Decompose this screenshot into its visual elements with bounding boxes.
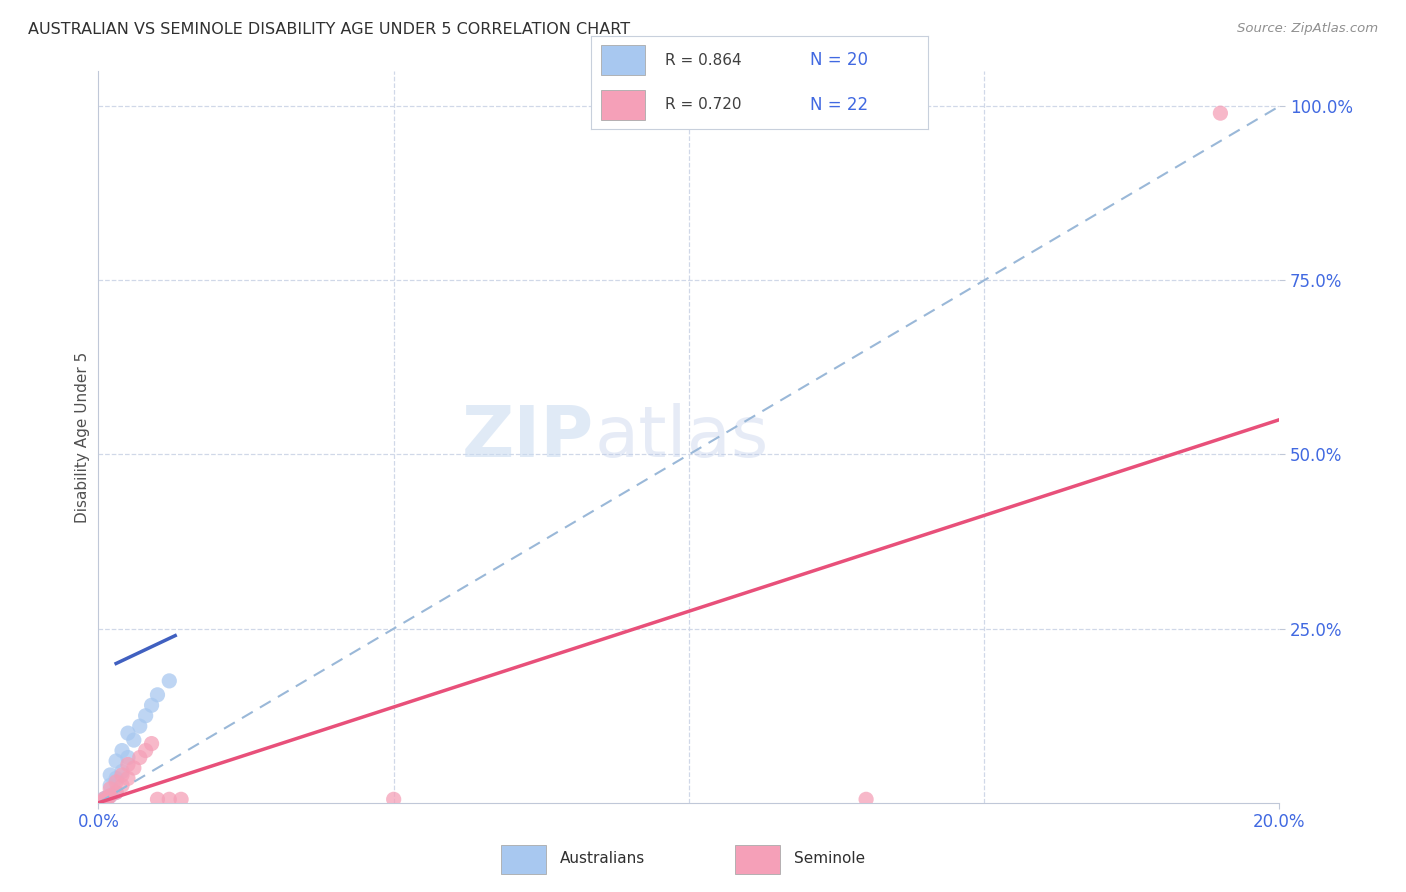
Point — [141, 737, 163, 751]
Point — [382, 792, 405, 806]
FancyBboxPatch shape — [600, 90, 644, 120]
Text: R = 0.864: R = 0.864 — [665, 53, 741, 68]
Point — [93, 793, 115, 807]
Point — [141, 698, 163, 713]
Point — [105, 772, 128, 786]
Text: Australians: Australians — [560, 851, 645, 866]
Point — [105, 785, 128, 799]
Point — [93, 794, 115, 808]
Point — [105, 775, 128, 789]
Point — [96, 790, 118, 805]
Point — [98, 789, 121, 803]
Point — [111, 764, 134, 779]
Point — [1209, 106, 1232, 120]
FancyBboxPatch shape — [735, 845, 780, 874]
Point — [105, 785, 128, 799]
Point — [135, 743, 157, 757]
Text: atlas: atlas — [595, 402, 769, 472]
Point — [157, 673, 180, 688]
Point — [128, 719, 150, 733]
Point — [98, 789, 121, 803]
Text: ZIP: ZIP — [463, 402, 595, 472]
Point — [90, 794, 112, 808]
Point — [117, 750, 139, 764]
Point — [90, 795, 112, 809]
FancyBboxPatch shape — [600, 45, 644, 75]
FancyBboxPatch shape — [501, 845, 546, 874]
Point — [855, 792, 877, 806]
Point — [128, 750, 150, 764]
Point — [117, 726, 139, 740]
Text: N = 22: N = 22 — [810, 96, 868, 114]
Point — [135, 708, 157, 723]
Point — [111, 743, 134, 757]
Y-axis label: Disability Age Under 5: Disability Age Under 5 — [75, 351, 90, 523]
Point — [111, 778, 134, 792]
Text: AUSTRALIAN VS SEMINOLE DISABILITY AGE UNDER 5 CORRELATION CHART: AUSTRALIAN VS SEMINOLE DISABILITY AGE UN… — [28, 22, 630, 37]
Point — [122, 761, 145, 775]
Text: Seminole: Seminole — [793, 851, 865, 866]
Point — [105, 754, 128, 768]
Point — [170, 792, 193, 806]
Point — [96, 792, 118, 806]
Text: Source: ZipAtlas.com: Source: ZipAtlas.com — [1237, 22, 1378, 36]
Point — [146, 688, 169, 702]
Text: N = 20: N = 20 — [810, 51, 868, 69]
Point — [111, 768, 134, 782]
Point — [93, 791, 115, 805]
Point — [98, 781, 121, 796]
Point — [146, 792, 169, 806]
Point — [117, 757, 139, 772]
Point — [98, 768, 121, 782]
Point — [122, 733, 145, 747]
Point — [93, 791, 115, 805]
Point — [157, 792, 180, 806]
Text: R = 0.720: R = 0.720 — [665, 97, 741, 112]
Point — [117, 772, 139, 786]
Point — [98, 778, 121, 792]
